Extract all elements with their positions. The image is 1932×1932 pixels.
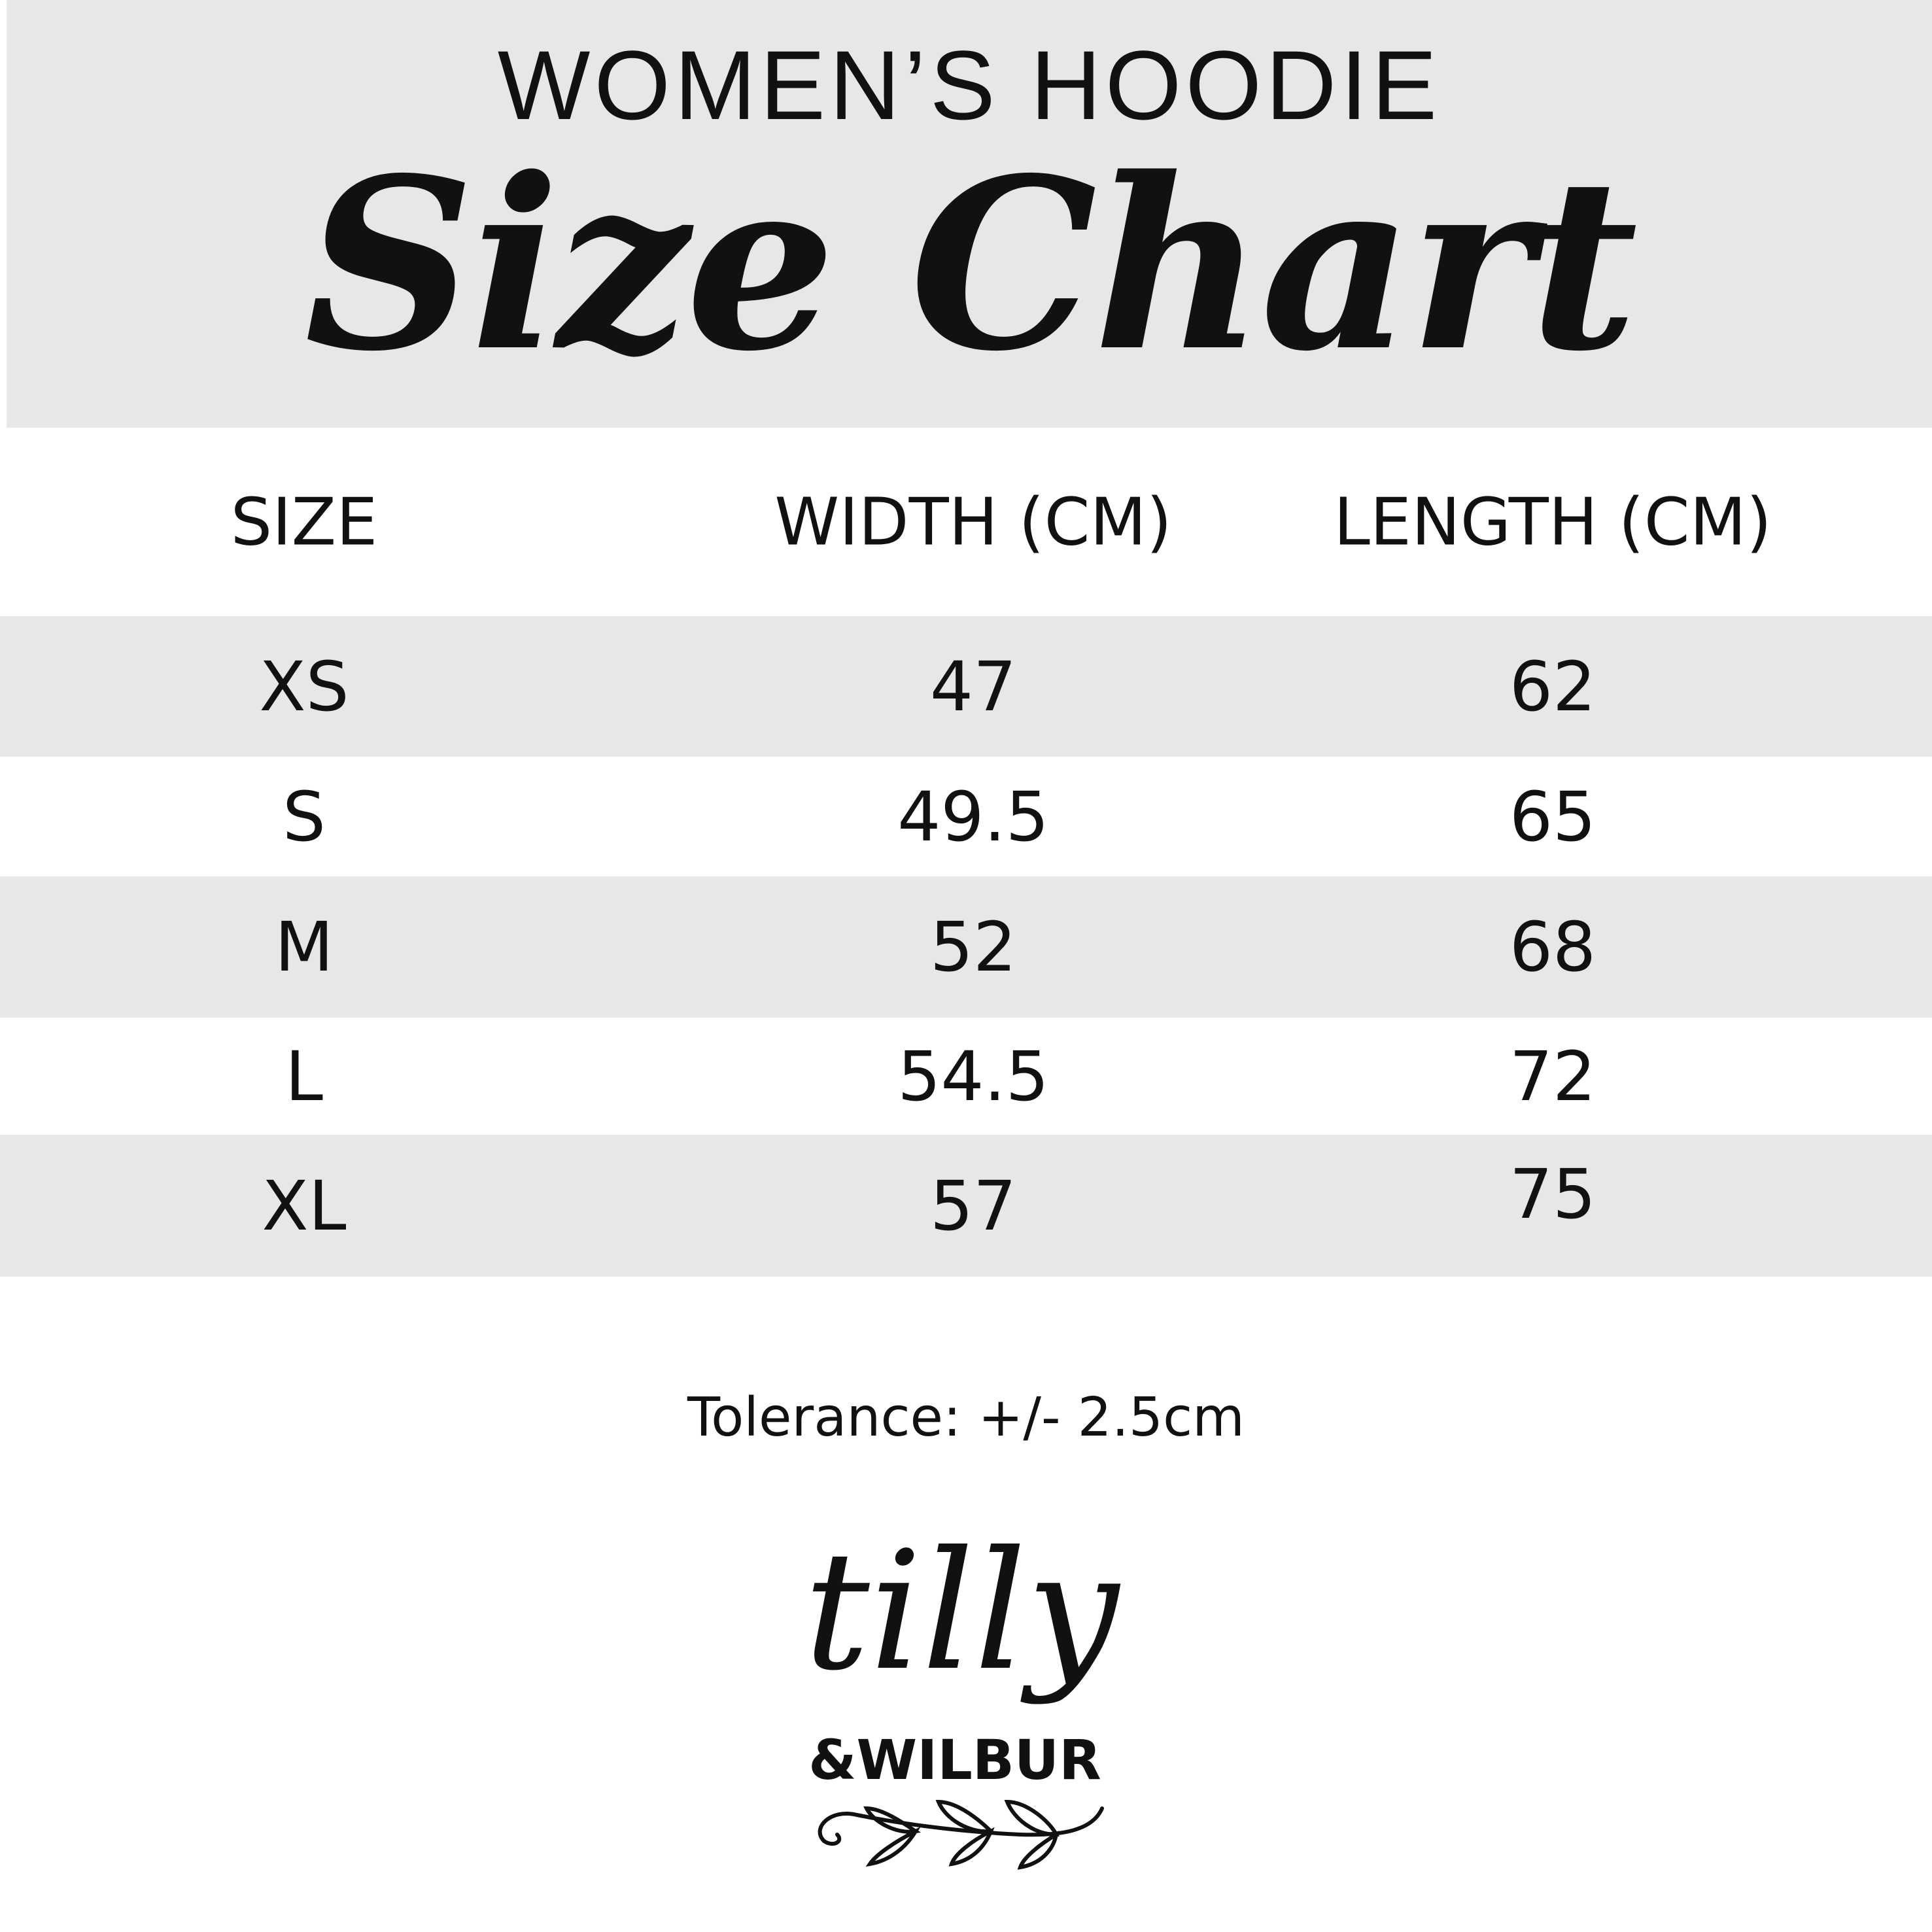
vine-icon <box>818 1799 1104 1870</box>
length-cell: 68 <box>1509 907 1596 987</box>
brand-logo: tilly &WILBUR <box>804 1516 1121 1870</box>
length-cell: 65 <box>1509 776 1596 857</box>
column-header-size: SIZE <box>230 483 378 561</box>
length-cell: 75 <box>1509 1154 1596 1235</box>
size-cell: S <box>282 776 326 857</box>
page-subtitle: Size Chart <box>304 126 1638 403</box>
length-cell: 72 <box>1509 1036 1596 1116</box>
column-header-width: WIDTH (CM) <box>774 483 1172 561</box>
size-cell: XL <box>262 1165 347 1246</box>
width-cell: 57 <box>929 1165 1017 1246</box>
column-header-length: LENGTH (CM) <box>1334 483 1772 561</box>
size-cell: M <box>275 907 334 987</box>
table-row: XS 47 62 <box>0 616 1932 757</box>
header-band: WOMEN’S HOODIE Size Chart <box>7 0 1932 428</box>
tolerance-note: Tolerance: +/- 2.5cm <box>687 1387 1245 1449</box>
logo-text-wilbur: &WILBUR <box>808 1728 1101 1792</box>
width-cell: 49.5 <box>897 776 1049 857</box>
table-row: XL 57 75 <box>0 1135 1932 1277</box>
length-cell: 62 <box>1509 646 1596 727</box>
logo-text-tilly: tilly <box>804 1516 1120 1706</box>
width-cell: 47 <box>929 646 1017 727</box>
table-row: M 52 68 <box>0 876 1932 1018</box>
table-row: L 54.5 72 <box>0 1018 1932 1135</box>
page-title: WOMEN’S HOODIE <box>497 30 1441 140</box>
size-cell: L <box>285 1036 323 1116</box>
table-header: SIZE WIDTH (CM) LENGTH (CM) <box>0 428 1932 616</box>
width-cell: 52 <box>929 907 1017 987</box>
size-cell: XS <box>259 646 349 727</box>
width-cell: 54.5 <box>897 1036 1049 1116</box>
table-row: S 49.5 65 <box>0 757 1932 876</box>
